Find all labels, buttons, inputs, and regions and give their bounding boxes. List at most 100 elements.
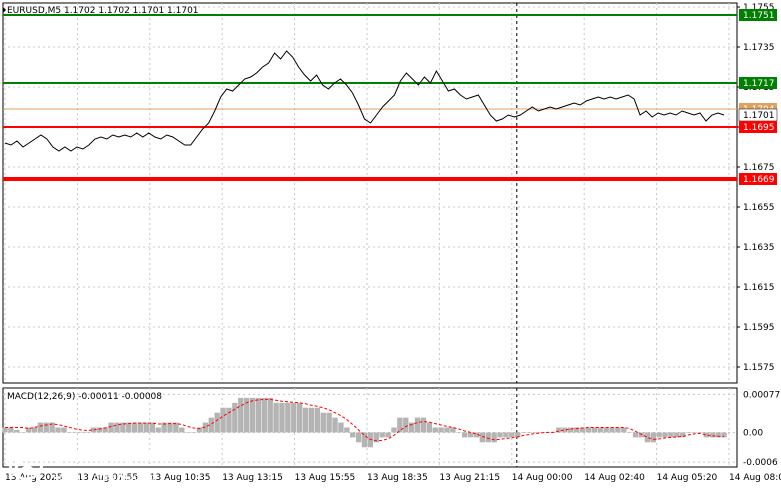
macd-bar — [632, 432, 639, 438]
level-tag — [739, 77, 777, 89]
macd-bar — [226, 407, 232, 433]
macd-bar — [49, 422, 55, 433]
macd-bar — [674, 432, 680, 438]
macd-bar — [509, 432, 515, 438]
macd-bar — [373, 432, 379, 443]
macd-bar — [167, 422, 173, 433]
macd-bar — [214, 412, 220, 433]
macd-bar — [408, 422, 415, 433]
macd-bar — [314, 407, 321, 433]
macd-bar — [173, 422, 179, 433]
macd-y-tick-label: 0.00077 — [743, 390, 780, 400]
macd-bar — [161, 422, 167, 433]
macd-bar — [155, 427, 161, 433]
macd-bar — [308, 407, 315, 433]
macd-bar — [261, 397, 267, 433]
macd-bar — [721, 432, 727, 438]
macd-bar — [520, 432, 527, 433]
main-pane-frame — [2, 2, 738, 384]
macd-bar — [621, 427, 627, 433]
macd-bar — [120, 422, 126, 433]
macd-bar — [385, 432, 391, 438]
macd-bar — [414, 417, 421, 433]
macd-bar — [179, 427, 185, 433]
macd-bar — [190, 432, 197, 433]
y-tick-label: 1.1635 — [743, 243, 775, 253]
x-tick-label: 14 Aug 02:40 — [584, 473, 645, 483]
macd-bar — [243, 397, 250, 433]
macd-bar — [579, 427, 586, 433]
macd-bar — [208, 417, 214, 433]
macd-bar — [691, 432, 698, 433]
watermark-brand: instaforex — [48, 444, 173, 472]
macd-bar — [73, 432, 79, 433]
macd-bar — [202, 422, 209, 433]
macd-bar — [485, 432, 491, 443]
price-line — [4, 50, 725, 152]
macd-bar — [25, 427, 32, 433]
x-tick-label: 13 Aug 18:35 — [367, 473, 428, 483]
macd-bar — [697, 432, 704, 433]
macd-bar — [8, 427, 14, 433]
x-tick-label: 13 Aug 07:55 — [77, 473, 138, 483]
macd-bar — [131, 422, 138, 433]
macd-bar — [37, 422, 44, 433]
level-label: 1.1717 — [743, 79, 775, 89]
macd-bar — [43, 422, 49, 433]
macd-bar — [562, 427, 568, 433]
macd-bar — [397, 417, 403, 433]
symbol-marker-icon — [3, 7, 6, 13]
macd-bar — [285, 402, 291, 433]
macd-bar — [438, 427, 444, 433]
macd-bar — [491, 432, 497, 443]
macd-bar — [55, 427, 61, 433]
macd-bar — [403, 417, 409, 433]
macd-bar — [603, 427, 609, 433]
macd-bar — [444, 427, 450, 433]
macd-bar — [267, 397, 273, 433]
macd-bar — [14, 429, 20, 433]
x-tick-label: 13 Aug 10:35 — [150, 473, 211, 483]
macd-bar — [703, 432, 710, 438]
macd-signal-line — [5, 398, 724, 442]
macd-bar — [573, 427, 580, 433]
macd-bar — [108, 422, 114, 433]
macd-bar — [585, 427, 592, 433]
y-tick-label: 1.1675 — [743, 163, 775, 173]
macd-bar — [249, 397, 256, 433]
y-tick-label: 1.1755 — [743, 3, 775, 13]
macd-bar — [67, 432, 73, 433]
macd-bar — [503, 432, 509, 438]
macd-bar — [78, 432, 85, 433]
y-tick-label: 1.1575 — [743, 363, 775, 373]
level-label: 1.1669 — [743, 175, 775, 185]
macd-bar — [96, 427, 102, 433]
macd-bar — [532, 432, 539, 433]
x-tick-label: 14 Aug 05:20 — [657, 473, 718, 483]
macd-bar — [615, 427, 621, 433]
macd-bar — [591, 427, 598, 433]
level-label: 1.1701 — [743, 111, 775, 121]
macd-bar — [2, 427, 8, 433]
macd-bar — [450, 427, 456, 433]
macd-bar — [597, 427, 603, 433]
macd-bar — [361, 432, 368, 448]
macd-bar — [232, 402, 238, 433]
macd-bar — [355, 432, 362, 443]
macd-bar — [656, 432, 662, 438]
macd-bar — [149, 422, 156, 433]
macd-bar — [255, 397, 262, 433]
level-tag — [739, 121, 777, 133]
macd-bar — [273, 402, 279, 433]
macd-bar — [709, 432, 715, 438]
macd-bar — [473, 432, 480, 438]
macd-bar — [238, 397, 244, 433]
macd-bar — [497, 432, 503, 438]
level-label: 1.1751 — [743, 11, 775, 21]
macd-bar — [114, 422, 120, 433]
macd-bar — [302, 407, 309, 433]
macd-bar — [102, 427, 108, 433]
x-tick-label: 14 Aug 08:00 — [729, 473, 781, 483]
y-tick-label: 1.1655 — [743, 203, 775, 213]
macd-bar — [185, 432, 191, 433]
